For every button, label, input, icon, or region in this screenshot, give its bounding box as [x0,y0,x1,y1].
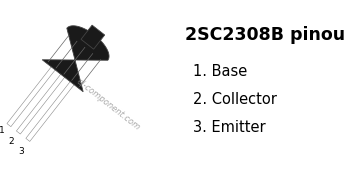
Polygon shape [7,65,56,127]
Text: el-component.com: el-component.com [74,77,142,133]
Polygon shape [42,26,109,92]
Text: 1. Base: 1. Base [193,64,247,80]
Text: 1: 1 [0,127,5,136]
Text: 3. Emitter: 3. Emitter [193,121,266,136]
Polygon shape [81,25,105,49]
Polygon shape [17,73,66,134]
Text: 2: 2 [9,137,14,146]
Polygon shape [26,80,75,142]
Text: 3: 3 [19,147,24,156]
Text: 2SC2308B pinout: 2SC2308B pinout [185,26,344,44]
Text: 2. Collector: 2. Collector [193,93,277,108]
